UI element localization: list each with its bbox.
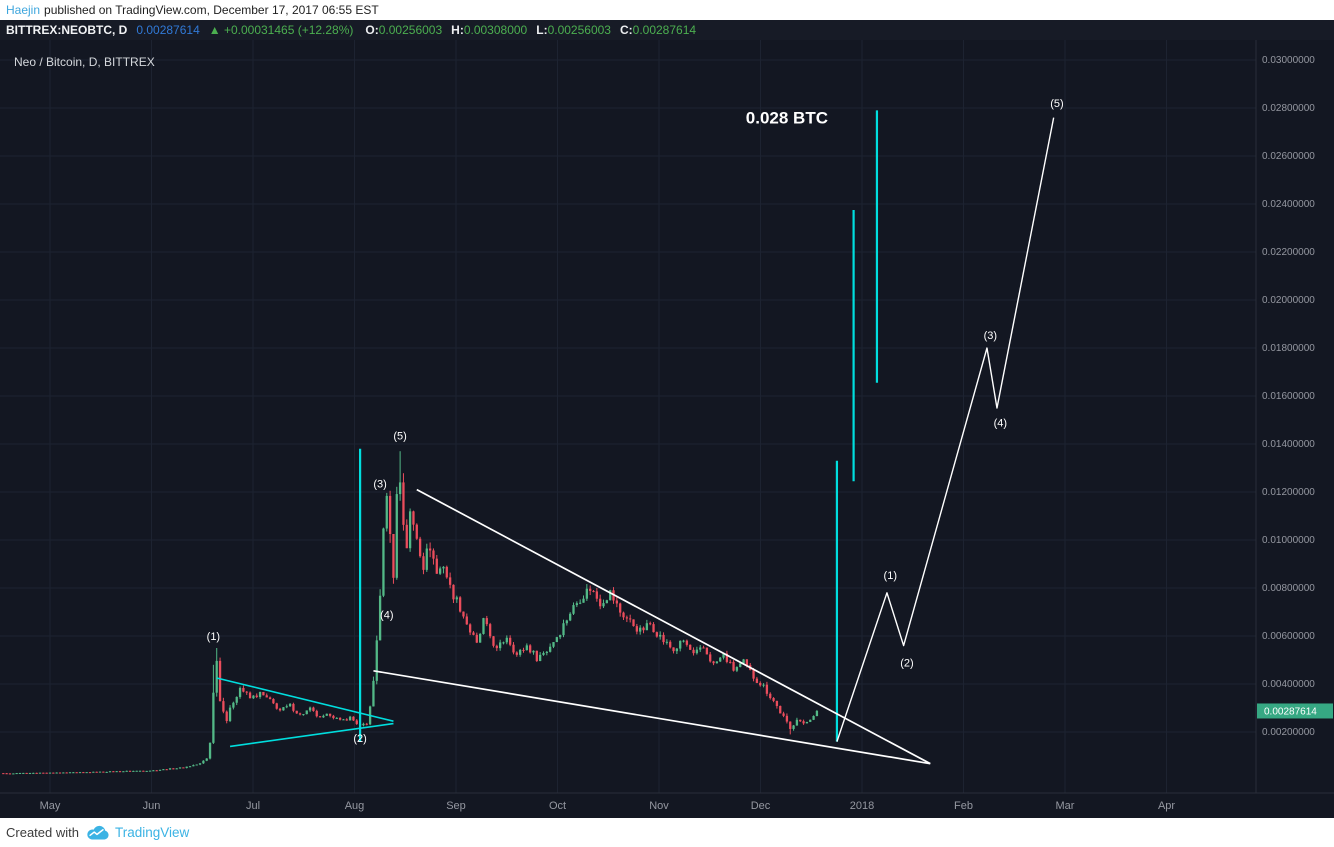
time-tick-label: Jul bbox=[246, 800, 260, 812]
drawings-layer bbox=[216, 110, 1055, 765]
time-tick-label: Oct bbox=[549, 800, 566, 812]
price-tick-label: 0.01800000 bbox=[1262, 343, 1315, 354]
price-tick-label: 0.01200000 bbox=[1262, 487, 1315, 498]
time-tick-label: May bbox=[40, 800, 61, 812]
high-value: H:0.00308000 bbox=[451, 23, 528, 37]
close-value: C:0.00287614 bbox=[619, 23, 697, 37]
wave-label: (1) bbox=[884, 570, 897, 582]
triangle-lower-line[interactable] bbox=[229, 722, 394, 748]
price-tick-label: 0.01600000 bbox=[1262, 391, 1315, 402]
price-tick-label: 0.03000000 bbox=[1262, 55, 1315, 66]
price-tick-label: 0.00600000 bbox=[1262, 631, 1315, 642]
time-tick-label: Nov bbox=[649, 800, 669, 812]
time-tick-label: Apr bbox=[1158, 800, 1175, 812]
author-link[interactable]: Haejin bbox=[6, 3, 41, 17]
time-tick-label: Jun bbox=[143, 800, 161, 812]
time-tick-label: 2018 bbox=[850, 800, 874, 812]
wave-label: (2) bbox=[353, 733, 366, 745]
price-tick-label: 0.00200000 bbox=[1262, 727, 1315, 738]
symbol-bar: BITTREX:NEOBTC, D 0.00287614 ▲ +0.000314… bbox=[0, 20, 1334, 40]
tradingview-brand-link[interactable]: TradingView bbox=[114, 825, 190, 840]
low-value: L:0.00256003 bbox=[536, 23, 611, 37]
chart-legend: Neo / Bitcoin, D, BITTREX bbox=[14, 55, 155, 69]
projected-wave-path[interactable] bbox=[836, 117, 1055, 742]
triangle-upper-line[interactable] bbox=[216, 677, 394, 722]
attribution-bar: Haejin published on TradingView.com, Dec… bbox=[0, 0, 1334, 20]
wave-label: (1) bbox=[207, 631, 220, 643]
wave-label: (2) bbox=[900, 657, 913, 669]
time-tick-label: Sep bbox=[446, 800, 466, 812]
price-tick-label: 0.00400000 bbox=[1262, 679, 1315, 690]
price-tick-label: 0.02800000 bbox=[1262, 103, 1315, 114]
price-tick-label: 0.02200000 bbox=[1262, 247, 1315, 258]
price-tick-label: 0.00800000 bbox=[1262, 583, 1315, 594]
last-price-tag-value: 0.00287614 bbox=[1264, 706, 1317, 717]
wedge-lower-line[interactable] bbox=[373, 669, 931, 765]
price-tick-label: 0.02600000 bbox=[1262, 151, 1315, 162]
grid-layer bbox=[0, 40, 1256, 793]
time-tick-label: Feb bbox=[954, 800, 973, 812]
time-scale[interactable]: May Jun Jul Aug Sep Oct Nov Dec 2018 Feb Mar Apr bbox=[0, 792, 1334, 812]
chart-area: (1) (2) (3) (4) (5) (1) (2) (3) (4) (5) 0.028 BTC N… bbox=[0, 40, 1334, 818]
tradingview-logo-icon[interactable] bbox=[85, 825, 109, 841]
price-tick-label: 0.02400000 bbox=[1262, 199, 1315, 210]
price-scale[interactable]: 0.03000000 0.02800000 0.02600000 0.02400000… bbox=[1255, 40, 1333, 793]
price-tick-label: 0.02000000 bbox=[1262, 295, 1315, 306]
created-with-label: Created with bbox=[6, 825, 79, 840]
wave-label: (5) bbox=[393, 431, 406, 443]
publish-info: published on TradingView.com, December 1… bbox=[44, 3, 379, 17]
wave-label: (3) bbox=[984, 330, 997, 342]
last-price-tag bbox=[1257, 703, 1333, 719]
footer-bar: Created with TradingView bbox=[0, 818, 1334, 847]
labels-layer: (1) (2) (3) (4) (5) (1) (2) (3) (4) (5) 0.028 BTC N… bbox=[14, 55, 1064, 745]
price-target-annotation: 0.028 BTC bbox=[746, 109, 828, 128]
candles-layer bbox=[2, 451, 819, 775]
wave-label: (3) bbox=[373, 479, 386, 491]
price-change-value: ▲ +0.00031465 (+12.28%) bbox=[208, 23, 354, 37]
price-tick-label: 0.01400000 bbox=[1262, 439, 1315, 450]
wave-label: (4) bbox=[994, 417, 1007, 429]
wave-label: (4) bbox=[380, 609, 393, 621]
time-tick-label: Aug bbox=[345, 800, 365, 812]
time-tick-label: Dec bbox=[751, 800, 771, 812]
price-chart-canvas[interactable]: (1) (2) (3) (4) (5) (1) (2) (3) (4) (5) 0.028 BTC N… bbox=[0, 40, 1334, 818]
time-tick-label: Mar bbox=[1056, 800, 1075, 812]
wedge-upper-line[interactable] bbox=[416, 488, 931, 765]
wave-label: (5) bbox=[1050, 98, 1063, 110]
open-value: O:0.00256003 bbox=[365, 23, 443, 37]
last-price-value: 0.00287614 bbox=[136, 23, 200, 37]
price-tick-label: 0.01000000 bbox=[1262, 535, 1315, 546]
symbol-title: BITTREX:NEOBTC, D bbox=[6, 23, 128, 37]
